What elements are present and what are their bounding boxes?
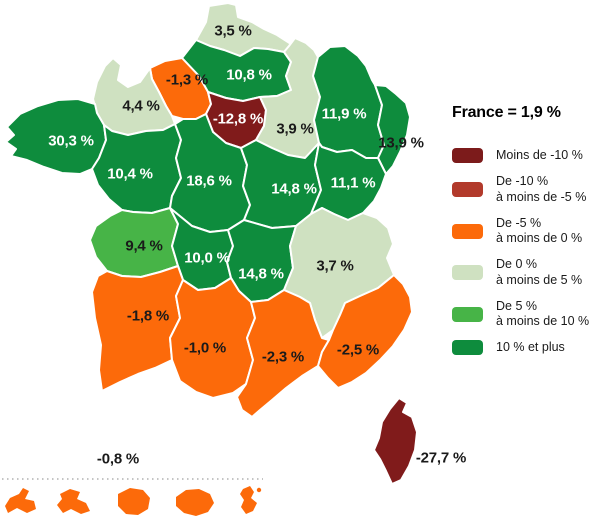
overseas-island-martinique[interactable]: [57, 489, 90, 514]
overseas-island-mayotte[interactable]: [240, 486, 257, 514]
legend-item-gte-10: 10 % et plus: [452, 340, 600, 356]
legend-swatch-0-5: [452, 265, 483, 280]
legend-item-5-10: De 5 % à moins de 10 %: [452, 299, 600, 330]
region-label-basse-normandie: 4,4 %: [122, 98, 159, 115]
overseas-value-label: -0,8 %: [97, 451, 139, 468]
regions-group: [5, 2, 418, 485]
region-franche-comte[interactable]: [310, 142, 387, 221]
legend-label-0-5: De 0 % à moins de 5 %: [496, 257, 583, 287]
legend-item-minus10-minus5: De -10 % à moins de -5 %: [452, 174, 600, 205]
legend-swatch-lt-minus10: [452, 148, 483, 164]
legend-title: France = 1,9 %: [452, 104, 561, 121]
region-label-lorraine: 11,9 %: [322, 106, 367, 123]
region-label-rhone-alpes: 3,7 %: [316, 258, 353, 275]
legend-swatch-minus5-0: [452, 223, 483, 239]
region-midi-pyrenees[interactable]: [169, 277, 256, 399]
region-label-franche-comte: 11,1 %: [331, 175, 376, 192]
region-provence-alpes-cote-d-azur[interactable]: [317, 274, 413, 389]
legend-label-minus10-minus5: De -10 % à moins de -5 %: [496, 174, 587, 204]
region-corse[interactable]: [373, 397, 418, 485]
region-lorraine[interactable]: [312, 45, 385, 159]
overseas-island-mayotte-islet[interactable]: [256, 487, 262, 493]
region-label-nord-pas-de-calais: 3,5 %: [214, 23, 251, 40]
region-label-limousin: 10,0 %: [184, 250, 230, 267]
region-label-pays-de-la-loire: 10,4 %: [107, 166, 153, 183]
legend-label-gte-10: 10 % et plus: [496, 340, 565, 355]
region-label-haute-normandie: -1,3 %: [166, 72, 208, 89]
legend-swatch-minus10-minus5: [452, 182, 483, 197]
overseas-island-reunion[interactable]: [176, 489, 214, 516]
legend-label-lt-minus10: Moins de -10 %: [496, 148, 583, 162]
legend-swatch-gte-10: [452, 340, 483, 356]
legend-label-5-10: De 5 % à moins de 10 %: [496, 298, 590, 328]
region-alsace[interactable]: [374, 84, 411, 175]
region-label-provence-alpes-cote-d-azur: -2,5 %: [337, 342, 379, 359]
region-label-poitou-charentes: 9,4 %: [125, 238, 162, 255]
region-labels-group: 3,5 % 10,8 % -1,3 % 4,4 % -12,8 % 3,9 % …: [48, 23, 466, 467]
region-label-picardie: 10,8 %: [226, 67, 272, 84]
region-label-aquitaine: -1,8 %: [127, 308, 169, 325]
region-label-auvergne: 14,8 %: [238, 266, 284, 283]
legend-swatch-5-10: [452, 306, 483, 322]
region-label-ile-de-france: -12,8 %: [213, 111, 263, 128]
region-label-corse: -27,7 %: [416, 450, 466, 467]
region-label-languedoc-roussillon: -2,3 %: [262, 349, 304, 366]
region-label-bretagne: 30,3 %: [48, 133, 94, 150]
overseas-territories-group: -0,8 %: [2, 451, 263, 516]
region-label-alsace: 13,9 %: [378, 135, 424, 152]
legend-label-minus5-0: De -5 % à moins de 0 %: [496, 215, 583, 245]
region-label-bourgogne: 14,8 %: [271, 181, 317, 198]
region-languedoc-roussillon[interactable]: [236, 289, 330, 418]
region-aquitaine[interactable]: [91, 265, 184, 392]
region-label-centre: 18,6 %: [186, 173, 232, 190]
legend: France = 1,9 % Moins de -10 % De -10 % à…: [452, 104, 600, 367]
region-label-champagne-ardenne: 3,9 %: [276, 121, 313, 138]
overseas-island-guadeloupe[interactable]: [5, 488, 36, 513]
legend-item-lt-minus10: Moins de -10 %: [452, 148, 600, 164]
legend-item-minus5-0: De -5 % à moins de 0 %: [452, 216, 600, 247]
region-label-midi-pyrenees: -1,0 %: [184, 340, 226, 357]
overseas-island-guyane[interactable]: [118, 488, 150, 515]
legend-item-0-5: De 0 % à moins de 5 %: [452, 257, 600, 288]
